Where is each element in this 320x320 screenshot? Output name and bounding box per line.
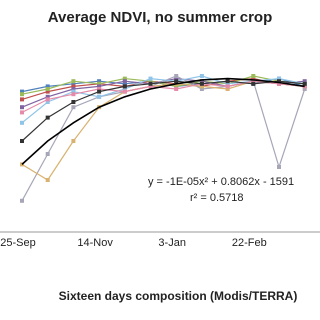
point (225, 87, 230, 91)
x-tick-label: 22-Feb (232, 237, 267, 249)
series-line (21, 75, 306, 202)
point (148, 81, 153, 86)
point (45, 87, 50, 91)
point (20, 110, 24, 115)
annotation: y = -1E-05x² + 0.8062x - 1591 (148, 176, 294, 188)
point (277, 76, 281, 81)
point (251, 76, 256, 81)
point (20, 198, 24, 203)
point (122, 81, 127, 86)
series-line (21, 80, 305, 142)
point (97, 87, 102, 91)
point (71, 100, 76, 104)
point (122, 84, 127, 89)
x-tick-label: 25-Sep (0, 237, 35, 249)
trend-line (21, 77, 305, 165)
point (45, 94, 50, 99)
point (20, 139, 24, 143)
x-tick-label: 3-Jan (158, 237, 186, 249)
point (71, 105, 76, 110)
point (199, 79, 204, 84)
point (174, 87, 179, 91)
point (199, 87, 204, 91)
point (20, 105, 24, 110)
point (20, 120, 24, 125)
point (45, 100, 50, 104)
point (225, 81, 230, 86)
x-tick-label: 14-Nov (77, 237, 113, 249)
point (45, 97, 50, 102)
point (97, 89, 102, 94)
point (302, 81, 307, 86)
annotation: r² = 0.5718 (190, 192, 244, 204)
point (174, 84, 179, 89)
point (97, 79, 102, 84)
point (199, 74, 204, 78)
point (71, 84, 76, 89)
point (71, 81, 76, 86)
point (71, 87, 76, 91)
point (225, 84, 230, 89)
point (251, 79, 256, 84)
point (97, 94, 102, 99)
point (20, 92, 24, 97)
point (45, 178, 50, 182)
chart-title: Average NDVI, no summer crop (48, 9, 273, 26)
point (148, 79, 153, 84)
point (71, 92, 76, 97)
point (71, 139, 76, 143)
series-line (21, 75, 305, 95)
point (20, 97, 24, 102)
point (277, 81, 281, 86)
point (174, 76, 179, 81)
point (45, 84, 50, 89)
series-line (21, 80, 305, 113)
point (225, 79, 230, 84)
point (302, 79, 307, 84)
point (45, 152, 50, 156)
point (71, 89, 76, 94)
point (302, 87, 307, 91)
point (277, 165, 281, 169)
point (251, 74, 256, 78)
point (251, 81, 256, 86)
point (174, 74, 179, 78)
point (122, 89, 127, 94)
point (199, 81, 204, 86)
point (97, 84, 102, 89)
point (277, 79, 281, 84)
point (199, 84, 204, 89)
point (122, 79, 127, 84)
point (122, 87, 127, 91)
x-axis-label: Sixteen days composition (Modis/TERRA) (59, 289, 298, 303)
point (45, 115, 50, 120)
point (148, 84, 153, 89)
point (122, 76, 127, 81)
point (45, 89, 50, 94)
point (71, 79, 76, 84)
point (20, 89, 24, 94)
point (97, 81, 102, 86)
point (148, 76, 153, 81)
point (174, 79, 179, 84)
